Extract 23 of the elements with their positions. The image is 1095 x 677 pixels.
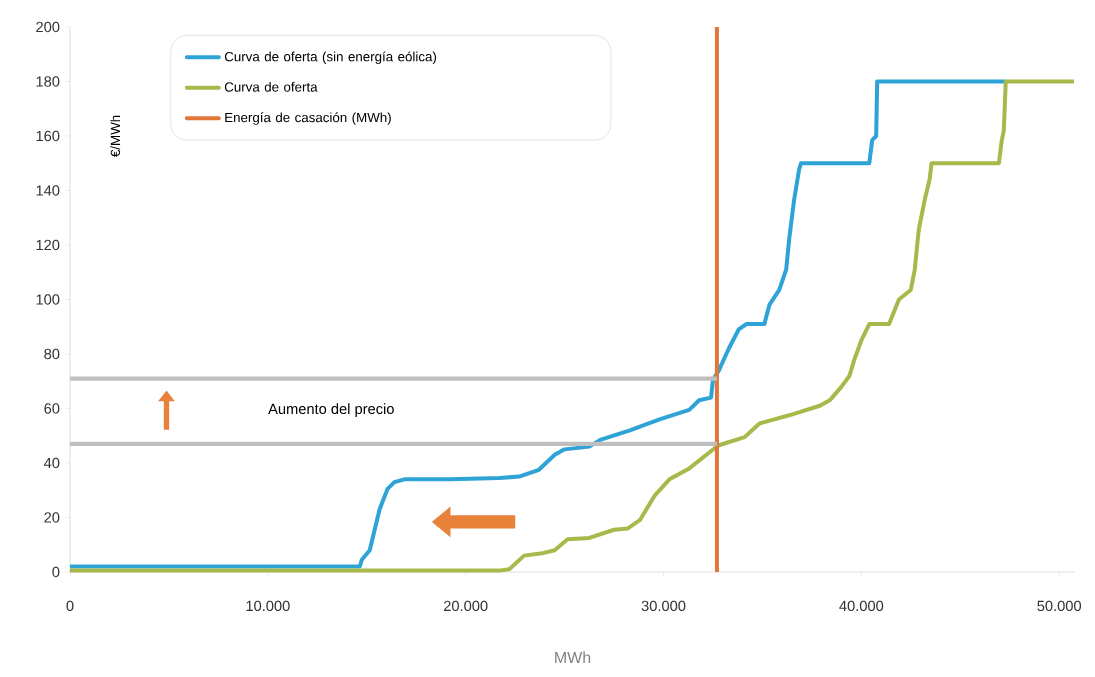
legend-label: Curva de oferta (sin energía eólica): [224, 51, 437, 65]
x-tick-label: 50.000: [1037, 600, 1082, 612]
y-tick-label: 80: [44, 348, 60, 360]
y-tick-label: 0: [52, 566, 60, 578]
y-tick-label: 160: [36, 130, 60, 142]
y-tick-label: 140: [36, 185, 60, 196]
x-tick-label: 0: [66, 600, 74, 612]
y-axis-title: €/MWh: [110, 115, 121, 157]
y-tick-label: 20: [44, 512, 60, 523]
x-tick-label: 20.000: [443, 600, 488, 612]
y-tick-label: 100: [36, 294, 60, 305]
y-tick-label: 120: [36, 239, 60, 251]
y-tick-label: 200: [36, 21, 60, 33]
legend-label: Curva de oferta: [224, 81, 318, 92]
y-tick-label: 40: [43, 457, 60, 469]
legend-label: Energía de casación (MWh): [225, 112, 391, 125]
x-tick-label: 30.000: [641, 600, 686, 612]
x-tick-label: 40.000: [839, 600, 884, 612]
annotation: Aumento del precio: [268, 403, 394, 417]
x-tick-label: 10.000: [246, 600, 290, 612]
x-axis-title: MWh: [555, 651, 591, 664]
y-tick-label: 180: [36, 76, 60, 87]
y-tick-label: 60: [44, 403, 60, 414]
